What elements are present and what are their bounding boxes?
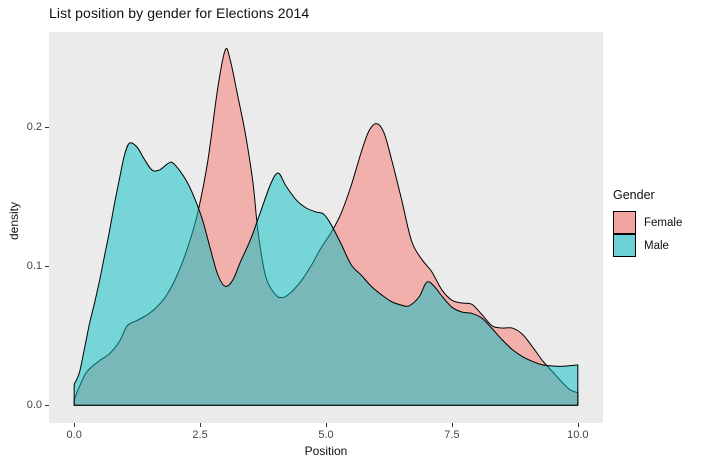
x-tick-mark [74,423,76,427]
y-tick-mark [45,127,49,129]
legend-label: Female [644,216,683,229]
plot-panel [49,32,603,423]
x-tick-mark [200,423,202,427]
legend: Gender Female Male [613,188,711,257]
legend-label: Male [644,239,669,252]
x-tick-label: 5.0 [318,429,334,441]
x-tick-label: 7.5 [444,429,460,441]
y-tick-label: 0.1 [26,260,42,273]
x-tick-label: 2.5 [192,429,208,441]
legend-swatch-female [613,211,636,234]
density-area-male [73,142,579,406]
x-tick-mark [451,423,453,427]
legend-item-female: Female [613,211,711,234]
y-axis-title: density [7,201,21,241]
legend-items: Female Male [613,211,711,257]
legend-title: Gender [613,188,655,202]
x-tick-mark [577,423,579,427]
x-tick-label: 10.0 [567,429,589,441]
y-tick-label: 0.0 [26,399,42,412]
legend-item-male: Male [613,234,711,257]
y-tick-label: 0.2 [26,121,42,134]
x-tick-mark [326,423,327,427]
density-plot-svg [73,47,579,406]
x-tick-label: 0.0 [66,429,82,441]
y-tick-mark [45,266,49,268]
legend-swatch-male [613,234,636,257]
y-tick-mark [45,405,49,407]
chart-title: List position by gender for Elections 20… [49,5,310,21]
x-axis-title: Position [304,444,348,458]
